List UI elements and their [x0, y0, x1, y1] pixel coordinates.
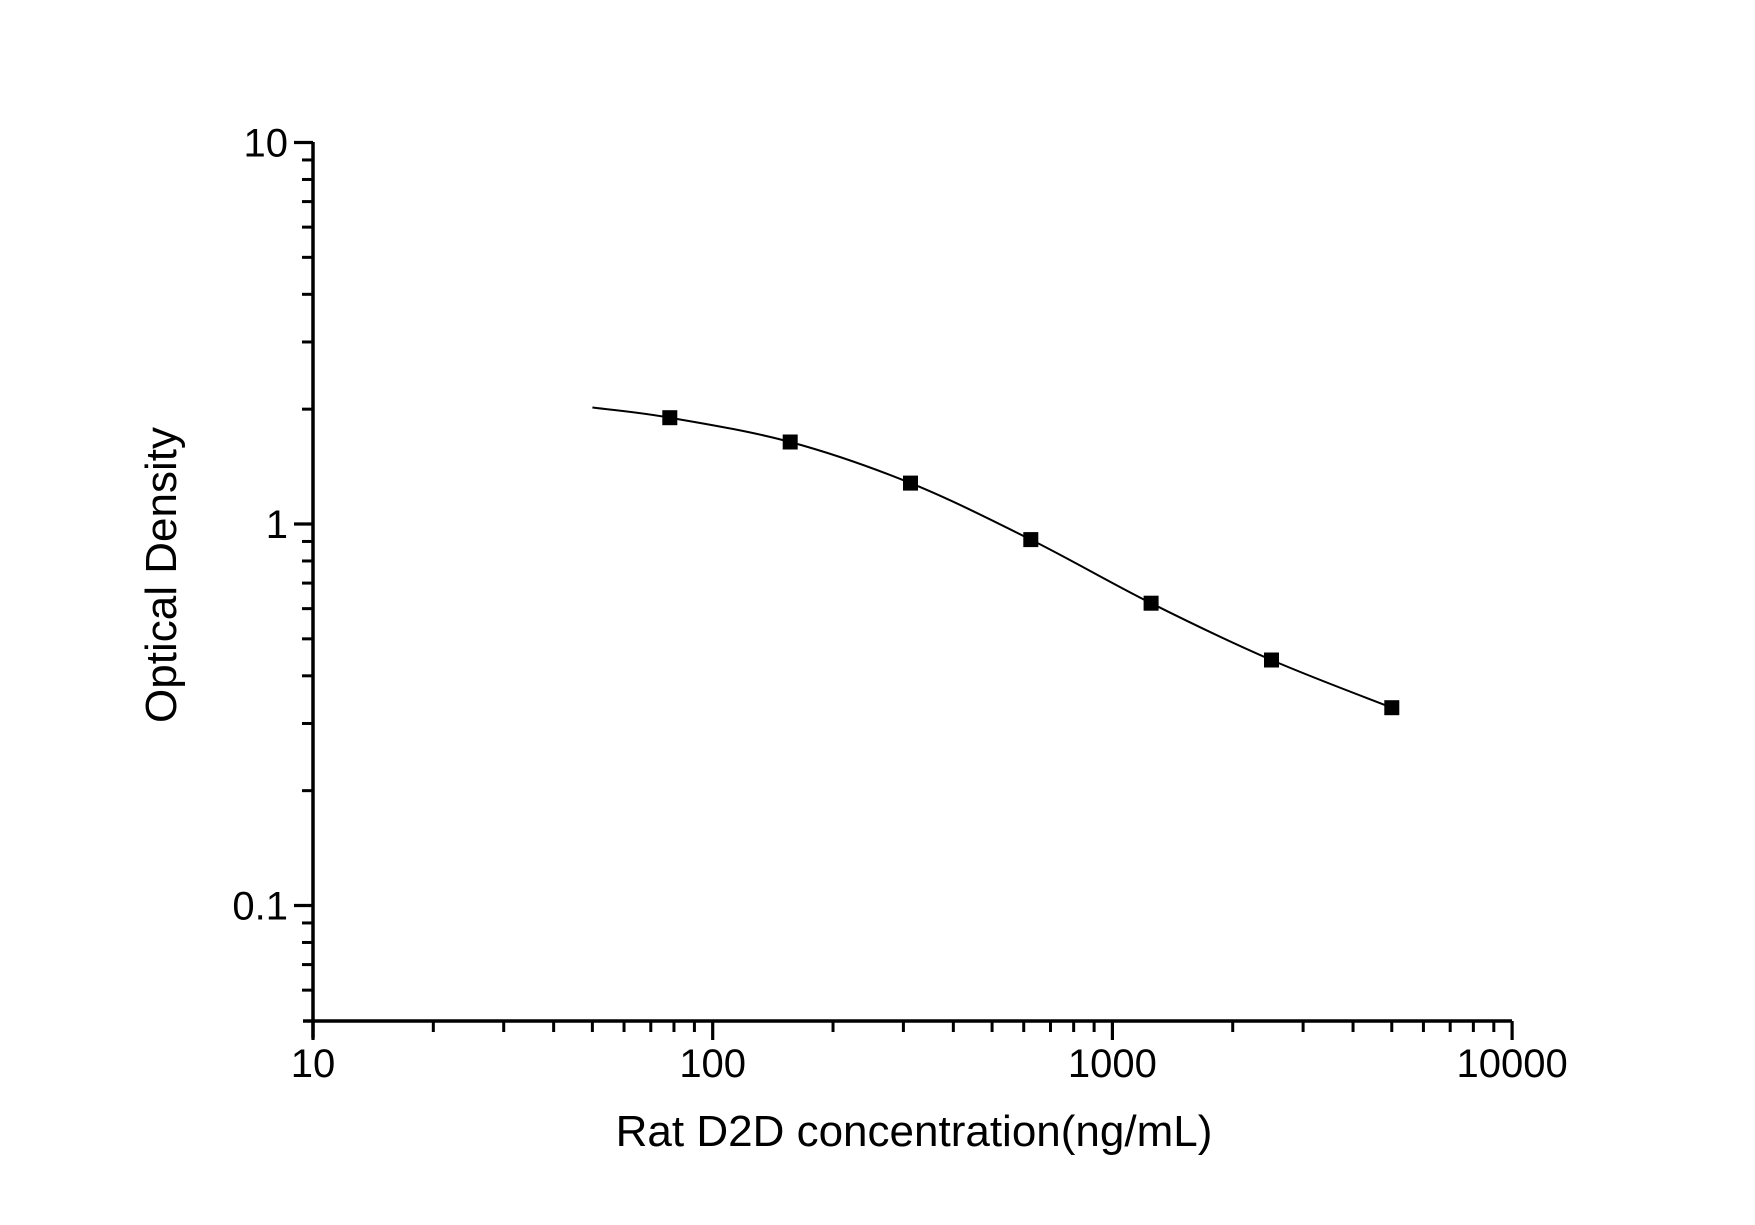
x-axis-minor-ticks — [431, 1021, 1496, 1032]
data-point-marker — [662, 410, 678, 426]
x-axis-major-ticks — [311, 1021, 1514, 1040]
data-point-marker — [1264, 652, 1279, 668]
y-tick-label: 10 — [244, 122, 289, 166]
plot-area: 10 100 1000 10000 10 1 0.1 Rat D2D concentrat… — [137, 122, 1568, 1157]
y-axis-title: Optical Density — [137, 427, 186, 723]
y-tick-label: 1 — [266, 503, 288, 547]
x-tick-label: 10 — [291, 1042, 336, 1086]
y-tick-label: 0.1 — [232, 885, 288, 929]
x-tick-label: 100 — [679, 1042, 746, 1086]
y-axis-minor-ticks — [302, 158, 313, 992]
y-axis-major-ticks — [294, 140, 313, 908]
x-axis-tick-labels: 10 100 1000 10000 — [291, 1042, 1568, 1086]
data-point-marker — [1143, 595, 1159, 611]
data-point-marker — [1384, 700, 1400, 716]
data-point-marker — [782, 434, 798, 450]
fitted-curve — [592, 406, 1393, 709]
y-axis-tick-labels: 10 1 0.1 — [232, 122, 288, 929]
x-tick-label: 10000 — [1456, 1042, 1567, 1086]
data-point-markers — [662, 410, 1400, 716]
data-point-marker — [1023, 532, 1039, 548]
x-axis-title: Rat D2D concentration(ng/mL) — [616, 1107, 1213, 1156]
x-tick-label: 1000 — [1068, 1042, 1157, 1086]
data-point-marker — [903, 475, 918, 491]
